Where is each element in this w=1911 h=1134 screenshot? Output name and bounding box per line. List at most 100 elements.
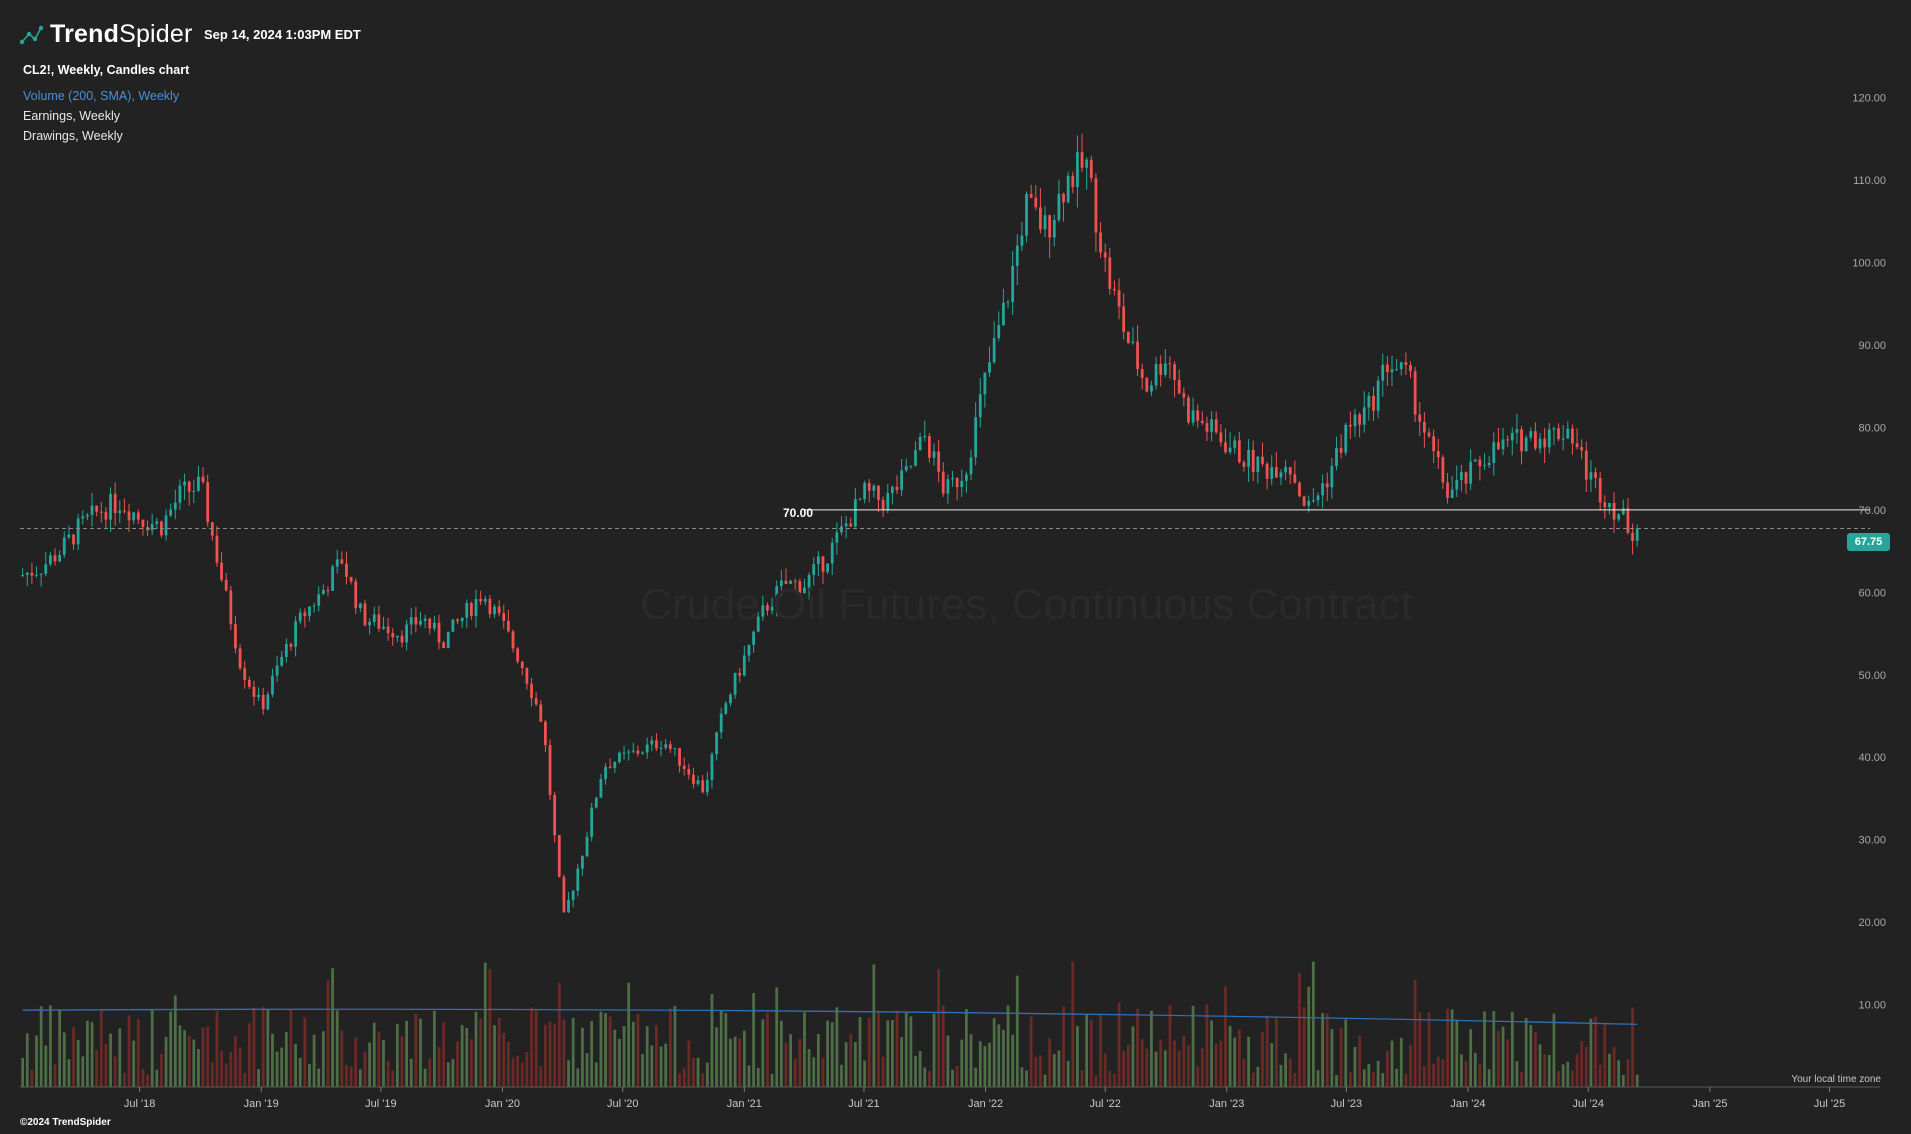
candle-body	[1117, 290, 1121, 307]
candle-body	[1571, 428, 1574, 444]
volume-bar	[1330, 1028, 1334, 1087]
volume-bar	[1265, 1015, 1269, 1087]
candle-body	[997, 325, 1001, 339]
horizontal-line-label[interactable]: 70.00	[783, 506, 814, 520]
volume-bar	[502, 1032, 506, 1087]
candle-body	[321, 590, 325, 595]
volume-bar	[941, 1005, 945, 1087]
candle-body	[1298, 482, 1301, 497]
volume-bar	[909, 1016, 913, 1087]
candle-body	[1237, 440, 1241, 463]
candle-body	[1279, 472, 1283, 478]
volume-bar	[525, 1051, 529, 1087]
candle-body	[516, 648, 520, 662]
volume-bar	[1395, 1068, 1399, 1087]
volume-bar	[469, 1039, 473, 1087]
candle-body	[738, 672, 742, 676]
volume-bar	[312, 1034, 316, 1087]
time-axis: Jul '18 Jan '19 Jul '19 Jan '20 Jul '20 Jan '…	[20, 1086, 1880, 1110]
volume-bar	[414, 1013, 418, 1087]
candle-body	[1187, 397, 1190, 423]
volume-bar	[618, 1039, 621, 1087]
volume-bar	[432, 1010, 436, 1087]
candle-body	[729, 694, 732, 704]
volume-bar	[687, 1040, 691, 1087]
candle-body	[969, 457, 973, 475]
volume-bar	[1594, 1016, 1597, 1087]
brand-logo[interactable]: TrendSpider	[18, 20, 193, 49]
legend-drawings[interactable]: Drawings, Weekly	[23, 129, 123, 143]
volume-bar	[631, 1021, 635, 1087]
volume-bar	[779, 1020, 783, 1087]
candle-body	[354, 581, 358, 609]
candle-body	[238, 648, 242, 669]
volume-bar	[298, 1057, 302, 1087]
candle-body	[502, 613, 506, 621]
time-tick-label: Jan '19	[244, 1098, 279, 1110]
legend-earnings[interactable]: Earnings, Weekly	[23, 109, 121, 123]
time-tick-label: Jan '25	[1692, 1098, 1727, 1110]
volume-bar	[497, 1017, 501, 1087]
candle-body	[1265, 463, 1269, 479]
volume-bar	[1376, 1060, 1380, 1087]
volume-bar	[266, 1009, 270, 1087]
volume-bar	[1432, 1063, 1436, 1087]
volume-bar	[1575, 1054, 1579, 1087]
volume-bar	[76, 1040, 80, 1087]
candle-body	[474, 598, 478, 617]
price-tick-label: 100.00	[1852, 258, 1886, 270]
volume-bar	[997, 1024, 1001, 1087]
volume-bar	[872, 964, 876, 1087]
volume-bar	[636, 1014, 640, 1087]
candle-body	[90, 505, 94, 515]
volume-bar	[479, 1018, 483, 1087]
candle-body	[807, 574, 811, 588]
volume-bar	[308, 1064, 311, 1087]
chart-watermark: Crude Oil Futures, Continuous Contract	[640, 580, 1413, 629]
candle-body	[983, 372, 987, 395]
volume-bar	[483, 962, 487, 1087]
time-tick-label: Jul '25	[1814, 1098, 1845, 1110]
chart-timestamp: Sep 14, 2024 1:03PM EDT	[204, 27, 361, 42]
volume-bar	[1469, 1029, 1473, 1087]
trendspider-logo-icon	[19, 25, 44, 44]
volume-bar	[405, 1020, 409, 1087]
price-candles	[21, 133, 1639, 914]
legend-main-series[interactable]: CL2!, Weekly, Candles chart	[23, 63, 190, 77]
volume-bar	[1552, 1013, 1556, 1087]
candle-body	[571, 890, 575, 900]
volume-bar	[1316, 1070, 1320, 1087]
candle-body	[696, 780, 700, 784]
volume-bar	[113, 1056, 117, 1087]
candle-body	[1173, 364, 1176, 380]
volume-bar	[1534, 1031, 1537, 1087]
volume-bar	[1478, 1063, 1482, 1087]
candle-body	[946, 479, 950, 494]
volume-bar	[1311, 961, 1315, 1087]
volume-bar	[747, 1065, 751, 1087]
volume-bar	[1423, 1066, 1426, 1087]
volume-bar	[1372, 1071, 1375, 1087]
volume-bar	[1348, 1072, 1352, 1087]
candle-body	[909, 465, 913, 467]
volume-bar	[354, 1037, 358, 1087]
candle-body	[1330, 466, 1334, 488]
candle-body	[636, 750, 640, 754]
candle-body	[405, 624, 409, 643]
candle-body	[1182, 393, 1186, 398]
volume-bar	[35, 1035, 38, 1087]
volume-bar	[493, 1025, 496, 1087]
volume-bar	[974, 1067, 978, 1087]
price-tick-label: 20.00	[1858, 917, 1886, 929]
candle-body	[1228, 447, 1232, 453]
volume-bar	[25, 1033, 29, 1087]
candle-body	[493, 606, 496, 615]
volume-bar	[1455, 1019, 1459, 1087]
volume-bar	[62, 1032, 66, 1087]
candle-body	[1233, 440, 1237, 448]
volume-bar	[1066, 1060, 1070, 1087]
volume-bar	[317, 1068, 321, 1087]
legend-volume-indicator[interactable]: Volume (200, SMA), Weekly	[23, 89, 180, 103]
volume-bar	[983, 1046, 987, 1087]
